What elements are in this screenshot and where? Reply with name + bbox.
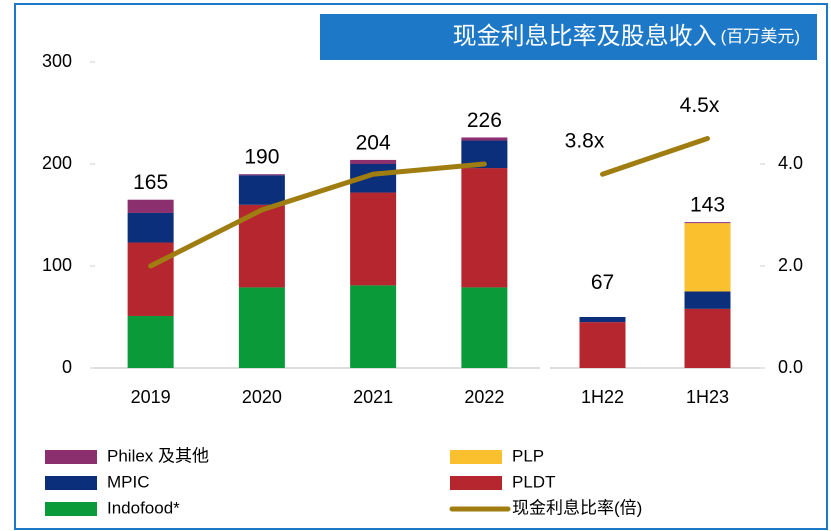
bar-segment [461,137,508,141]
bar-segment [350,285,397,368]
legend-label: PLP [512,446,544,465]
total-label: 226 [467,109,502,132]
bar-segment [127,315,174,368]
legend-label: PLDT [512,472,555,491]
total-label: 165 [133,171,168,194]
x-tick-label: 2021 [353,387,393,407]
legend-swatch [45,450,97,464]
line [600,136,710,177]
y2-tick-label: 2.0 [778,255,803,275]
legend-label: Indofood* [107,498,180,517]
bar-segment [238,287,285,368]
total-label: 190 [244,146,279,169]
legend-label: 现金利息比率(倍) [512,498,642,517]
bar-segment [461,168,508,288]
unit: (百万美元) [721,27,800,46]
y-tick-label: 0 [62,357,72,377]
bar-segment [127,212,174,243]
bar-segment [579,317,626,323]
bar-segment [127,199,174,213]
legend-swatch [45,502,97,516]
bar-segment [350,159,397,164]
y-tick-label: 100 [42,255,72,275]
bar-segment [238,175,285,205]
bar-segment [684,222,731,224]
total-label: 143 [690,194,725,217]
x-tick-label: 2019 [131,387,171,407]
legend-swatch [45,476,97,490]
y-tick-label: 200 [42,153,72,173]
title-box [320,14,817,60]
legend-label: MPIC [107,472,150,491]
bar-segment [350,192,397,286]
legend-swatch [450,476,502,490]
bar-segment [127,242,174,316]
bar-segment [461,287,508,368]
bar-segment [684,308,731,368]
line-label: 3.8x [565,130,605,153]
x-tick-label: 1H22 [581,387,624,407]
y-tick-label: 300 [42,51,72,71]
bar-segment [579,322,626,368]
legend-swatch [450,450,502,464]
line-label: 4.5x [680,94,720,117]
bar-segment [684,223,731,292]
bar-segment [684,291,731,309]
total-label: 67 [591,271,614,294]
frame [14,3,828,530]
line [148,161,487,269]
x-tick-label: 1H23 [686,387,729,407]
legend-label: Philex 及其他 [107,446,209,465]
chart-title: 现金利息比率及股息收入 (百万美元) [453,23,800,50]
x-tick-label: 2022 [464,387,504,407]
y2-tick-label: 0.0 [778,357,803,377]
x-tick-label: 2020 [242,387,282,407]
title: 现金利息比率及股息收入 [453,23,717,50]
y2-tick-label: 4.0 [778,153,803,173]
total-label: 204 [356,131,391,154]
bar-segment [238,174,285,176]
